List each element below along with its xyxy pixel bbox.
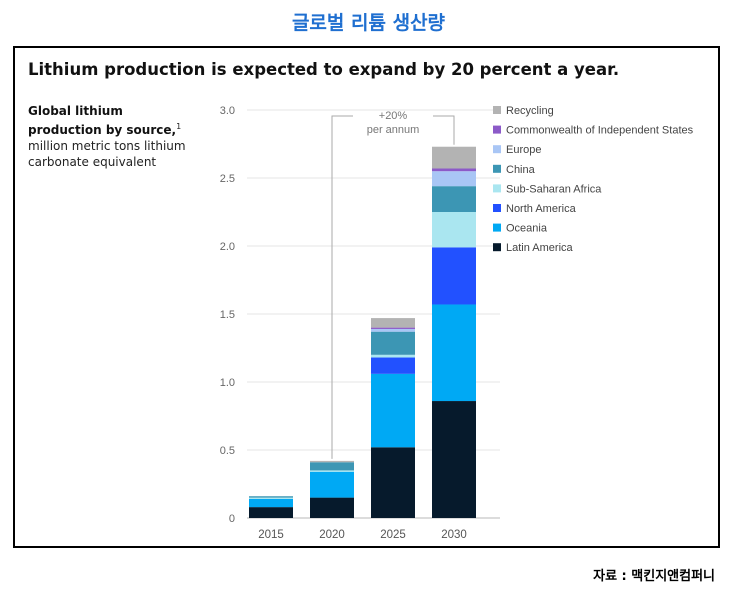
bar-segment (432, 247, 476, 305)
bar-segment (310, 497, 354, 518)
legend-swatch (493, 145, 501, 154)
page-title: 글로벌 리튬 생산량 (291, 12, 446, 34)
bar-segment (371, 327, 415, 329)
bar-segment (371, 318, 415, 328)
bar-segment (371, 357, 415, 374)
legend-label: Oceania (506, 223, 548, 235)
bar-segment (371, 328, 415, 332)
legend-swatch (493, 106, 501, 114)
y-tick-label: 0.5 (220, 445, 235, 457)
annotation-bracket-right (433, 115, 455, 145)
legend-label: North America (506, 203, 577, 215)
y-axis-description: Global lithium production by source,1 mi… (28, 103, 198, 170)
bar-segment (371, 447, 415, 518)
y-tick-label: 1.0 (220, 377, 235, 389)
x-tick-label: 2015 (258, 529, 284, 541)
annotation-period: per annum (367, 124, 420, 136)
bar-segment (432, 304, 476, 402)
bar-segment (249, 496, 293, 498)
legend-label: Latin America (506, 242, 574, 254)
bar-segment (371, 354, 415, 358)
stacked-bar-chart: 0 0.5 1.0 1.5 2.0 2.5 3.0 2015 2020 2025 2030 +20% p… (220, 105, 694, 541)
y-tick-label: 3.0 (220, 105, 235, 117)
y-tick-label: 0 (229, 513, 235, 525)
bar-segment (310, 462, 354, 471)
bar-segment (310, 460, 354, 463)
x-tick-label: 2030 (441, 529, 467, 541)
annotation-growth: +20% (379, 110, 408, 122)
x-tick-label: 2020 (319, 529, 345, 541)
chart-frame: Lithium production is expected to expand… (13, 46, 720, 548)
bar-segment (432, 401, 476, 518)
legend-label: Commonwealth of Independent States (506, 125, 694, 137)
bar-segment (432, 168, 476, 172)
legend-swatch (493, 243, 501, 252)
legend-label: Sub-Saharan Africa (506, 183, 602, 195)
annotation-bracket-left (331, 115, 353, 459)
bar-segment (249, 497, 293, 499)
legend-swatch (493, 184, 501, 193)
y-axis-label-units: million metric tons lithium carbonate eq… (28, 139, 186, 169)
legend-label: China (506, 164, 536, 176)
y-axis-label-bold: Global lithium production by source, (28, 104, 177, 137)
chart-title: Lithium production is expected to expand… (28, 60, 620, 79)
bar-segment (432, 146, 476, 169)
legend-swatch (493, 223, 501, 232)
bar-segment (432, 186, 476, 212)
bar-segment (432, 212, 476, 248)
bar-segment (432, 171, 476, 187)
bar-segment (310, 471, 354, 498)
legend-swatch (493, 204, 501, 212)
legend-label: Recycling (506, 105, 554, 117)
bar-segment (249, 507, 293, 518)
bar-segment (249, 498, 293, 508)
bar-segment (371, 373, 415, 448)
legend-swatch (493, 125, 501, 134)
bar-segment (310, 470, 354, 472)
x-tick-label: 2025 (380, 529, 406, 541)
source-note: 자료 : 맥킨지앤컴퍼니 (593, 569, 715, 584)
legend-label: Europe (506, 144, 541, 156)
bar-segment (371, 331, 415, 355)
y-tick-label: 2.0 (220, 241, 235, 253)
y-tick-label: 2.5 (220, 173, 235, 185)
y-tick-label: 1.5 (220, 309, 235, 321)
footnote-marker: 1 (176, 122, 182, 131)
legend-swatch (493, 164, 501, 173)
